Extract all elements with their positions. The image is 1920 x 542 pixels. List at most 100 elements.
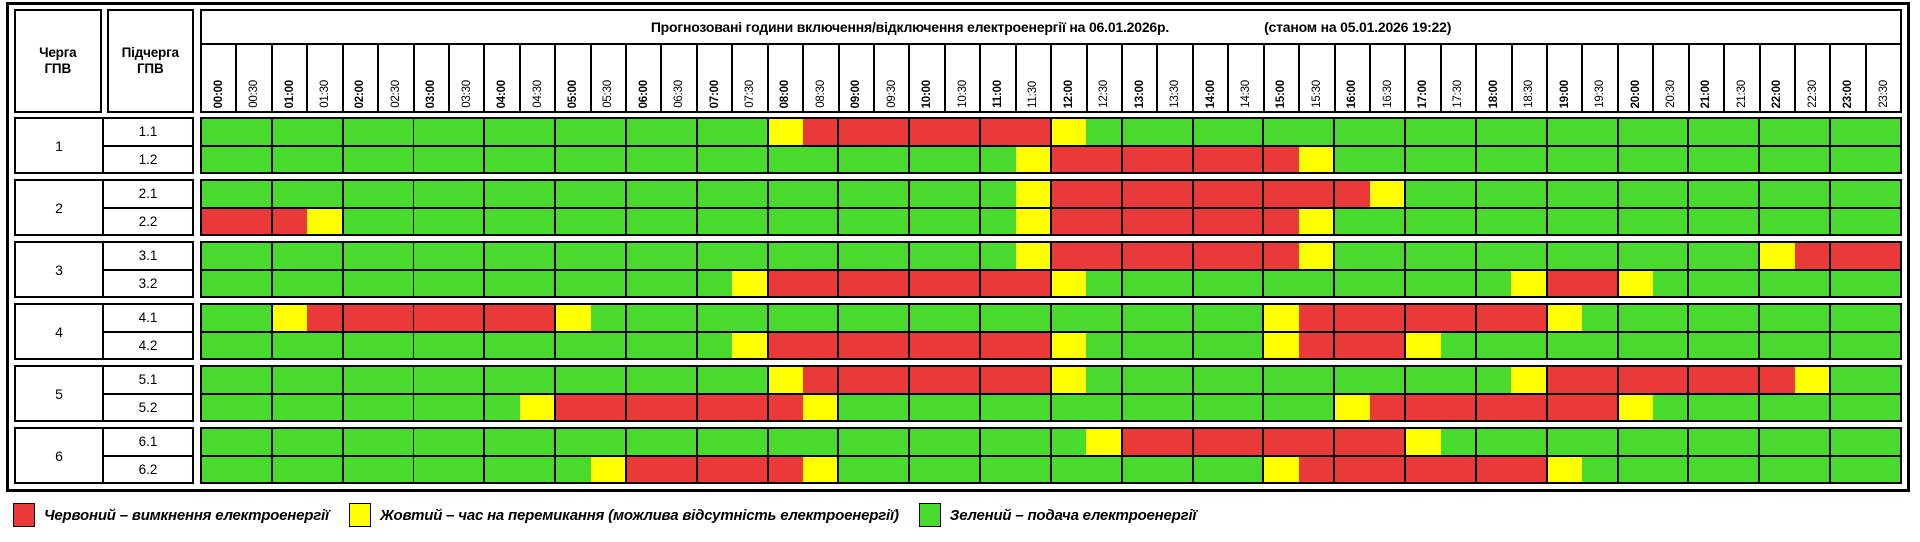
hour-cell [981, 181, 1052, 207]
hour-cell [1760, 146, 1832, 172]
slot-R [1157, 429, 1192, 455]
slot-G [1015, 305, 1050, 331]
slot-G [485, 270, 520, 296]
slot-G [839, 243, 874, 269]
slot-G [661, 367, 696, 393]
slot-G [626, 367, 662, 393]
hour-cell [1193, 181, 1265, 207]
time-label-cell: 14:00 [1194, 45, 1230, 111]
hour-cell [697, 270, 769, 296]
slot-Y [1547, 456, 1583, 482]
time-label: 16:30 [1381, 80, 1394, 108]
slot-G [1511, 429, 1546, 455]
subqueue-label: 2.1 [104, 181, 192, 209]
hour-cell [1051, 270, 1123, 296]
time-label: 12:00 [1062, 79, 1075, 108]
green-swatch [918, 503, 941, 527]
time-label: 04:30 [531, 80, 544, 108]
time-label: 00:00 [212, 79, 225, 108]
slot-R [873, 119, 909, 145]
slot-G [519, 208, 555, 234]
slot-G [1298, 394, 1334, 420]
hour-cell [1618, 208, 1690, 234]
time-label: 02:00 [354, 79, 367, 108]
slot-G [236, 119, 271, 145]
hour-cell [1547, 456, 1619, 482]
slot-R [1476, 456, 1512, 482]
hour-cell [1335, 270, 1407, 296]
slot-G [1760, 394, 1795, 420]
slot-G [236, 394, 271, 420]
hour-cell [697, 367, 769, 393]
schedule-row-5.1 [202, 367, 1900, 395]
slot-G [1264, 119, 1299, 145]
slot-G [1760, 208, 1795, 234]
hour-cell [1335, 429, 1407, 455]
slot-G [803, 243, 838, 269]
hour-cell [343, 332, 415, 358]
slot-G [1865, 394, 1900, 420]
slot-G [661, 208, 696, 234]
hour-cell [1618, 243, 1690, 269]
slot-G [343, 456, 379, 482]
slot-G [1157, 394, 1192, 420]
hour-cell [768, 305, 840, 331]
slot-G [448, 208, 484, 234]
slot-R [1547, 270, 1583, 296]
slot-G [1228, 332, 1263, 358]
slot-G [590, 208, 625, 234]
hour-cell [1760, 456, 1832, 482]
hour-cell [1264, 367, 1336, 393]
slot-G [1547, 208, 1583, 234]
slot-G [307, 332, 342, 358]
time-label: 01:30 [318, 80, 331, 108]
slot-R [697, 456, 733, 482]
hour-cell [202, 146, 273, 172]
slot-R [910, 119, 945, 145]
slot-G [1831, 146, 1866, 172]
slot-G [910, 305, 945, 331]
slot-G [661, 270, 696, 296]
hour-cell [768, 146, 840, 172]
slot-G [1582, 181, 1617, 207]
hour-cell [343, 146, 415, 172]
hour-cell [414, 146, 486, 172]
slot-Y [307, 208, 342, 234]
hour-cell [839, 332, 911, 358]
slot-R [202, 208, 237, 234]
hour-cell [626, 119, 698, 145]
slot-G [1440, 146, 1475, 172]
slot-G [1298, 270, 1334, 296]
slot-G [1547, 332, 1583, 358]
slot-G [910, 394, 945, 420]
slot-R [1015, 119, 1050, 145]
slot-G [1794, 456, 1830, 482]
slot-R [839, 332, 874, 358]
slot-G [1228, 270, 1263, 296]
hour-cell [1406, 305, 1477, 331]
slot-G [1794, 181, 1830, 207]
slot-G [343, 146, 379, 172]
slot-R [1440, 394, 1475, 420]
hour-cell [485, 305, 557, 331]
slot-R [944, 367, 980, 393]
slot-Y [1369, 181, 1405, 207]
hour-cell [768, 119, 840, 145]
slot-R [1051, 208, 1087, 234]
time-label: 05:00 [566, 79, 579, 108]
hour-cell [485, 270, 557, 296]
time-label: 21:30 [1735, 80, 1748, 108]
hour-cell [768, 456, 840, 482]
hour-cell [485, 332, 557, 358]
slot-G [1582, 429, 1617, 455]
slot-G [1228, 367, 1263, 393]
slot-G [202, 305, 237, 331]
slot-G [981, 429, 1016, 455]
slot-R [1369, 429, 1405, 455]
slot-G [1689, 394, 1724, 420]
slot-G [944, 146, 980, 172]
time-label-cell: 14:30 [1229, 45, 1265, 111]
slot-R [1511, 305, 1546, 331]
hour-cell [556, 146, 627, 172]
hour-cell [1476, 429, 1548, 455]
